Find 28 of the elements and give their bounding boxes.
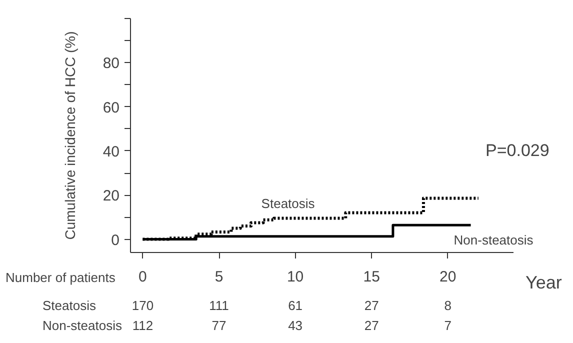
x-tick-label: 15 [363,268,380,286]
text: Non-steatosis [42,318,122,333]
text: 27 [364,298,379,313]
x-tick-label: 10 [286,268,304,286]
text: 7 [444,318,452,333]
text: 170 [132,298,154,313]
y-tick-label: 0 [111,232,120,249]
y-tick-label: 80 [102,55,120,72]
text: 111 [209,298,229,313]
annotation: P=0.029 [486,141,550,160]
y-tick-label: 60 [102,99,120,116]
text: 112 [132,318,154,333]
text: 43 [288,318,303,333]
series-label: Steatosis [261,196,316,212]
y-tick-label: 40 [102,143,120,160]
y-axis-title: Cumulative incidence of HCC (%) [62,31,78,240]
series-label: Non-steatosis [454,232,534,248]
x-tick-label: 20 [440,268,456,286]
text: Steatosis [42,298,96,313]
text: 27 [364,318,379,333]
y-tick-label: 20 [102,188,120,205]
text: 61 [288,298,303,313]
x-tick-label: 5 [214,268,224,286]
text: Number of patients [6,270,116,285]
x-tick-label: 0 [138,268,147,286]
x-axis-title: Year [526,272,562,292]
text: 77 [212,318,226,333]
text: 8 [444,298,452,313]
